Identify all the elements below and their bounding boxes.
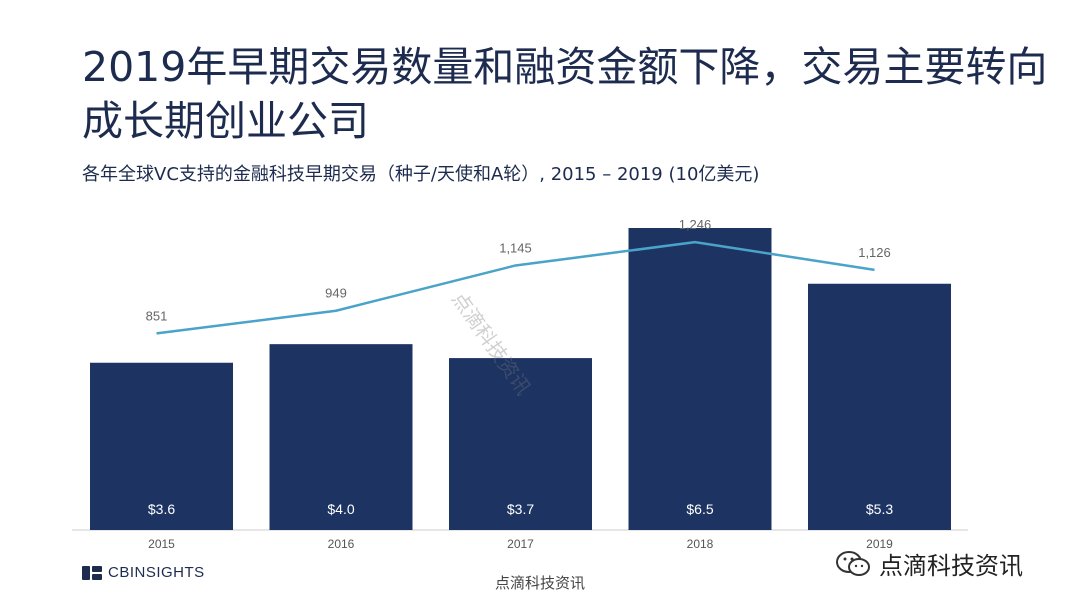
bar-label-2015: $3.6 — [148, 501, 175, 517]
bar-2017 — [449, 358, 592, 530]
bar-label-2016: $4.0 — [327, 501, 354, 517]
combo-chart: $3.6 2015 $4.0 2016 $3.7 2017 $6.5 2018 $5.3 2019… — [72, 217, 968, 551]
bar-label-2017: $3.7 — [507, 501, 534, 517]
wechat-watermark-text: 点滴科技资讯 — [879, 552, 1023, 580]
chart-subtitle: 各年全球VC支持的金融科技早期交易（种子/天使和A轮）, 2015 – 2019… — [82, 164, 760, 185]
bar-2016 — [269, 344, 413, 530]
deals-line — [156, 240, 875, 335]
line-label-2019: 1,126 — [858, 245, 891, 260]
bar-2019 — [808, 283, 951, 530]
bar-2018 — [628, 228, 772, 530]
x-tick-2019: 2019 — [866, 537, 893, 551]
bar-label-2019: $5.3 — [866, 501, 893, 517]
line-label-2016: 949 — [325, 286, 347, 301]
cbinsights-logo-icon — [82, 565, 102, 580]
line-label-2015: 851 — [146, 308, 168, 323]
brand-text: CBINSIGHTS — [108, 564, 205, 581]
bar-label-2018: $6.5 — [686, 501, 713, 517]
wechat-icon — [836, 550, 870, 576]
x-tick-2018: 2018 — [687, 537, 714, 551]
wechat-watermark: 点滴科技资讯 — [835, 546, 1023, 581]
line-label-2018: 1,246 — [679, 217, 712, 232]
bar-2015 — [90, 362, 233, 530]
cbinsights-logo: CBINSIGHTS — [82, 564, 205, 581]
x-tick-2016: 2016 — [328, 537, 355, 551]
x-tick-2015: 2015 — [148, 537, 175, 551]
center-watermark: 点滴科技资讯 — [494, 574, 585, 592]
line-label-2017: 1,145 — [499, 240, 532, 255]
x-tick-2017: 2017 — [507, 537, 534, 551]
page-title: 2019年早期交易数量和融资金额下降，交易主要转向成长期创业公司 — [82, 43, 1048, 145]
